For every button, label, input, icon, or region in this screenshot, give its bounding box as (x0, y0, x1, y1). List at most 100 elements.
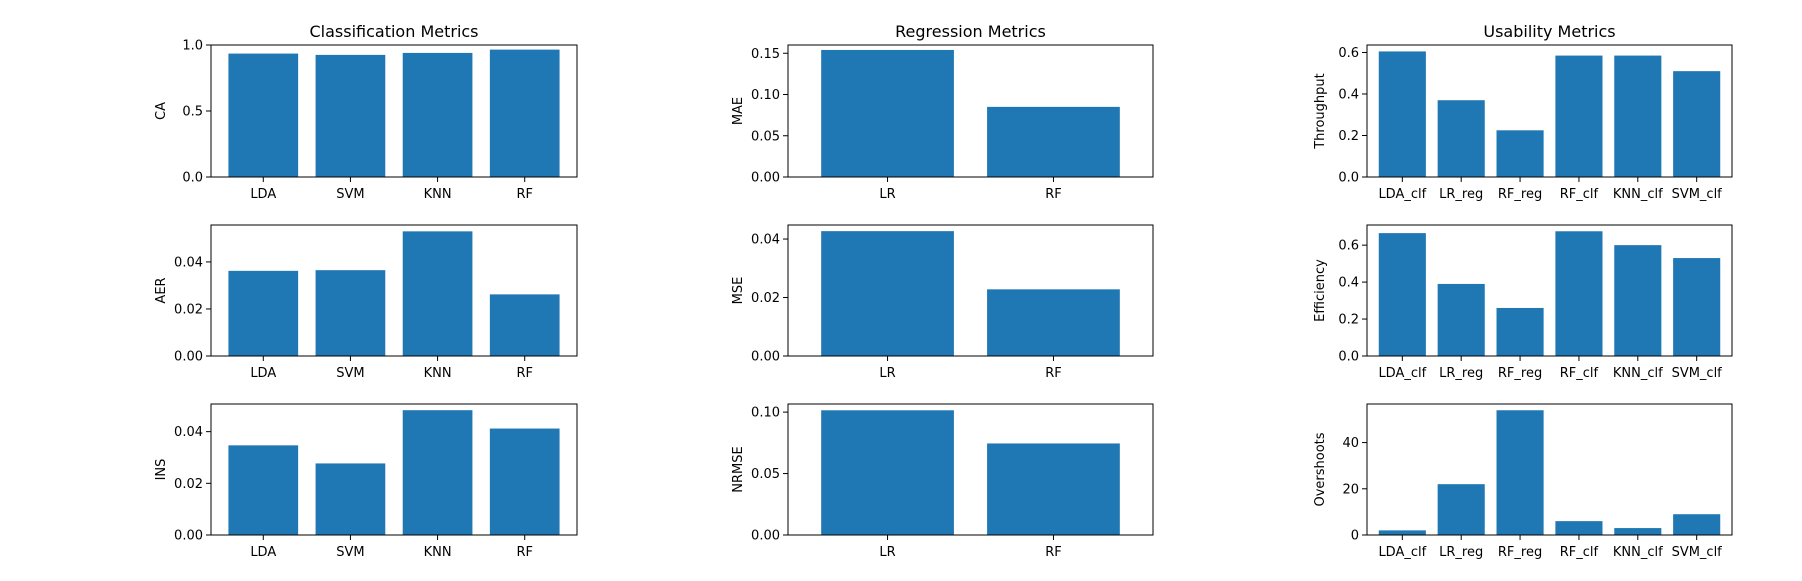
y-tick-label: 0.0 (1338, 171, 1359, 186)
y-tick-label: 0.00 (751, 350, 780, 365)
y-tick-label: 0.10 (751, 406, 780, 421)
panel-aer: 0.00 0.02 0.04 LDA SVM KNN RF AER (154, 224, 578, 381)
y-tick-label: 0.05 (751, 129, 780, 144)
y-tick-label: 0.00 (751, 529, 780, 544)
bar-rf_reg (1496, 410, 1544, 535)
x-tick-label: LR_reg (1439, 366, 1483, 381)
bar-svm (315, 463, 386, 535)
x-tick-label: KNN_clf (1613, 545, 1663, 560)
x-tick-label: LDA (250, 545, 276, 560)
axes-frame (1366, 403, 1733, 536)
y-tick-label: 0.6 (1338, 239, 1359, 254)
y-axis-label: Overshoots (1313, 432, 1328, 506)
panel-efficiency: 0.0 0.2 0.4 0.6 LDA_clf LR_reg RF_reg RF_clf KNN… (1313, 224, 1733, 381)
x-tick-label: RF_clf (1560, 545, 1599, 560)
bar-knn_clf (1614, 528, 1662, 535)
bar-lr (821, 410, 954, 535)
x-tick-label: KNN (424, 545, 452, 560)
bar-knn (402, 410, 473, 535)
bar-rf (987, 289, 1120, 356)
y-tick-label: 0.02 (751, 291, 780, 306)
y-tick-label: 0.5 (182, 105, 203, 120)
y-tick-label: 0.2 (1338, 313, 1359, 328)
y-tick-label: 0.2 (1338, 129, 1359, 144)
x-tick-label: LDA (250, 366, 276, 381)
x-tick-label: RF (516, 366, 533, 381)
y-tick-label: 0.00 (174, 350, 203, 365)
chart-title: Classification Metrics (309, 22, 478, 41)
x-tick-label: SVM_clf (1672, 366, 1723, 381)
bar-lda_clf (1378, 530, 1426, 535)
x-tick-label: KNN (424, 187, 452, 202)
bar-rf (489, 49, 560, 178)
chart-title: Usability Metrics (1483, 22, 1615, 41)
bar-rf_reg (1496, 130, 1544, 177)
axes-frame (1366, 224, 1733, 357)
bar-rf_clf (1555, 231, 1603, 356)
x-tick-label: RF (516, 187, 533, 202)
axes-frame (787, 403, 1154, 536)
bar-knn_clf (1614, 245, 1662, 356)
y-axis-label: CA (154, 102, 169, 120)
axes-frame (210, 403, 578, 536)
y-tick-label: 20 (1342, 482, 1359, 497)
y-axis-label: NRMSE (731, 446, 746, 492)
x-tick-label: RF (1045, 545, 1062, 560)
bar-rf (489, 294, 560, 356)
y-axis-label: MSE (731, 277, 746, 305)
bar-svm_clf (1673, 71, 1721, 177)
bar-rf (987, 443, 1120, 535)
x-tick-label: SVM (336, 187, 364, 202)
x-tick-label: RF (516, 545, 533, 560)
x-tick-label: RF_reg (1498, 187, 1542, 202)
bar-lda (228, 270, 299, 356)
x-tick-label: RF (1045, 187, 1062, 202)
bar-lr_reg (1437, 484, 1485, 535)
y-tick-label: 1.0 (182, 39, 203, 54)
bar-rf (987, 106, 1120, 178)
bar-svm_clf (1673, 258, 1721, 356)
y-tick-label: 0.15 (751, 47, 780, 62)
y-tick-label: 0.02 (174, 302, 203, 317)
bar-lr_reg (1437, 100, 1485, 177)
x-tick-label: RF (1045, 366, 1062, 381)
y-tick-label: 40 (1342, 436, 1359, 451)
x-tick-label: SVM_clf (1672, 187, 1723, 202)
y-tick-label: 0.6 (1338, 46, 1359, 61)
x-tick-label: KNN_clf (1613, 187, 1663, 202)
x-tick-label: RF_clf (1560, 187, 1599, 202)
axes-frame (787, 44, 1154, 178)
panel-nrmse: 0.00 0.05 0.10 LR RF NRMSE (731, 403, 1154, 560)
x-tick-label: LDA_clf (1378, 545, 1426, 560)
panel-mae: 0.00 0.05 0.10 0.15 LR RF MAE Regression Metric… (731, 22, 1154, 202)
panel-mse: 0.00 0.02 0.04 LR RF MSE (731, 224, 1154, 381)
x-tick-label: LR_reg (1439, 187, 1483, 202)
bar-lda_clf (1378, 233, 1426, 356)
y-tick-label: 0 (1351, 529, 1359, 544)
y-tick-label: 0.4 (1338, 276, 1359, 291)
y-axis-label: MAE (731, 97, 746, 125)
x-tick-label: LR (879, 187, 895, 202)
x-tick-label: LR (879, 545, 895, 560)
bar-rf_clf (1555, 521, 1603, 535)
y-axis-label: INS (154, 459, 169, 481)
bar-knn (402, 52, 473, 177)
panel-overshoots: 0 20 40 LDA_clf LR_reg RF_reg RF_clf KNN_clf SVM… (1313, 403, 1733, 560)
y-axis-label: Throughput (1313, 73, 1328, 150)
panel-throughput: 0.0 0.2 0.4 0.6 LDA_clf LR_reg RF_reg RF_clf KNN… (1313, 22, 1733, 202)
y-tick-label: 0.0 (182, 171, 203, 186)
x-tick-label: RF_reg (1498, 545, 1542, 560)
y-axis-label: AER (154, 277, 169, 303)
y-tick-label: 0.02 (174, 477, 203, 492)
x-tick-label: LDA_clf (1378, 366, 1426, 381)
y-tick-label: 0.4 (1338, 87, 1359, 102)
panel-ca: 0.0 0.5 1.0 LDA SVM KNN RF CA Classification Met… (154, 22, 578, 202)
y-tick-label: 0.04 (174, 255, 203, 270)
y-tick-label: 0.0 (1338, 350, 1359, 365)
bar-lda (228, 53, 299, 177)
bar-lda_clf (1378, 51, 1426, 177)
bar-svm_clf (1673, 514, 1721, 535)
x-tick-label: LR (879, 366, 895, 381)
x-tick-label: LR_reg (1439, 545, 1483, 560)
